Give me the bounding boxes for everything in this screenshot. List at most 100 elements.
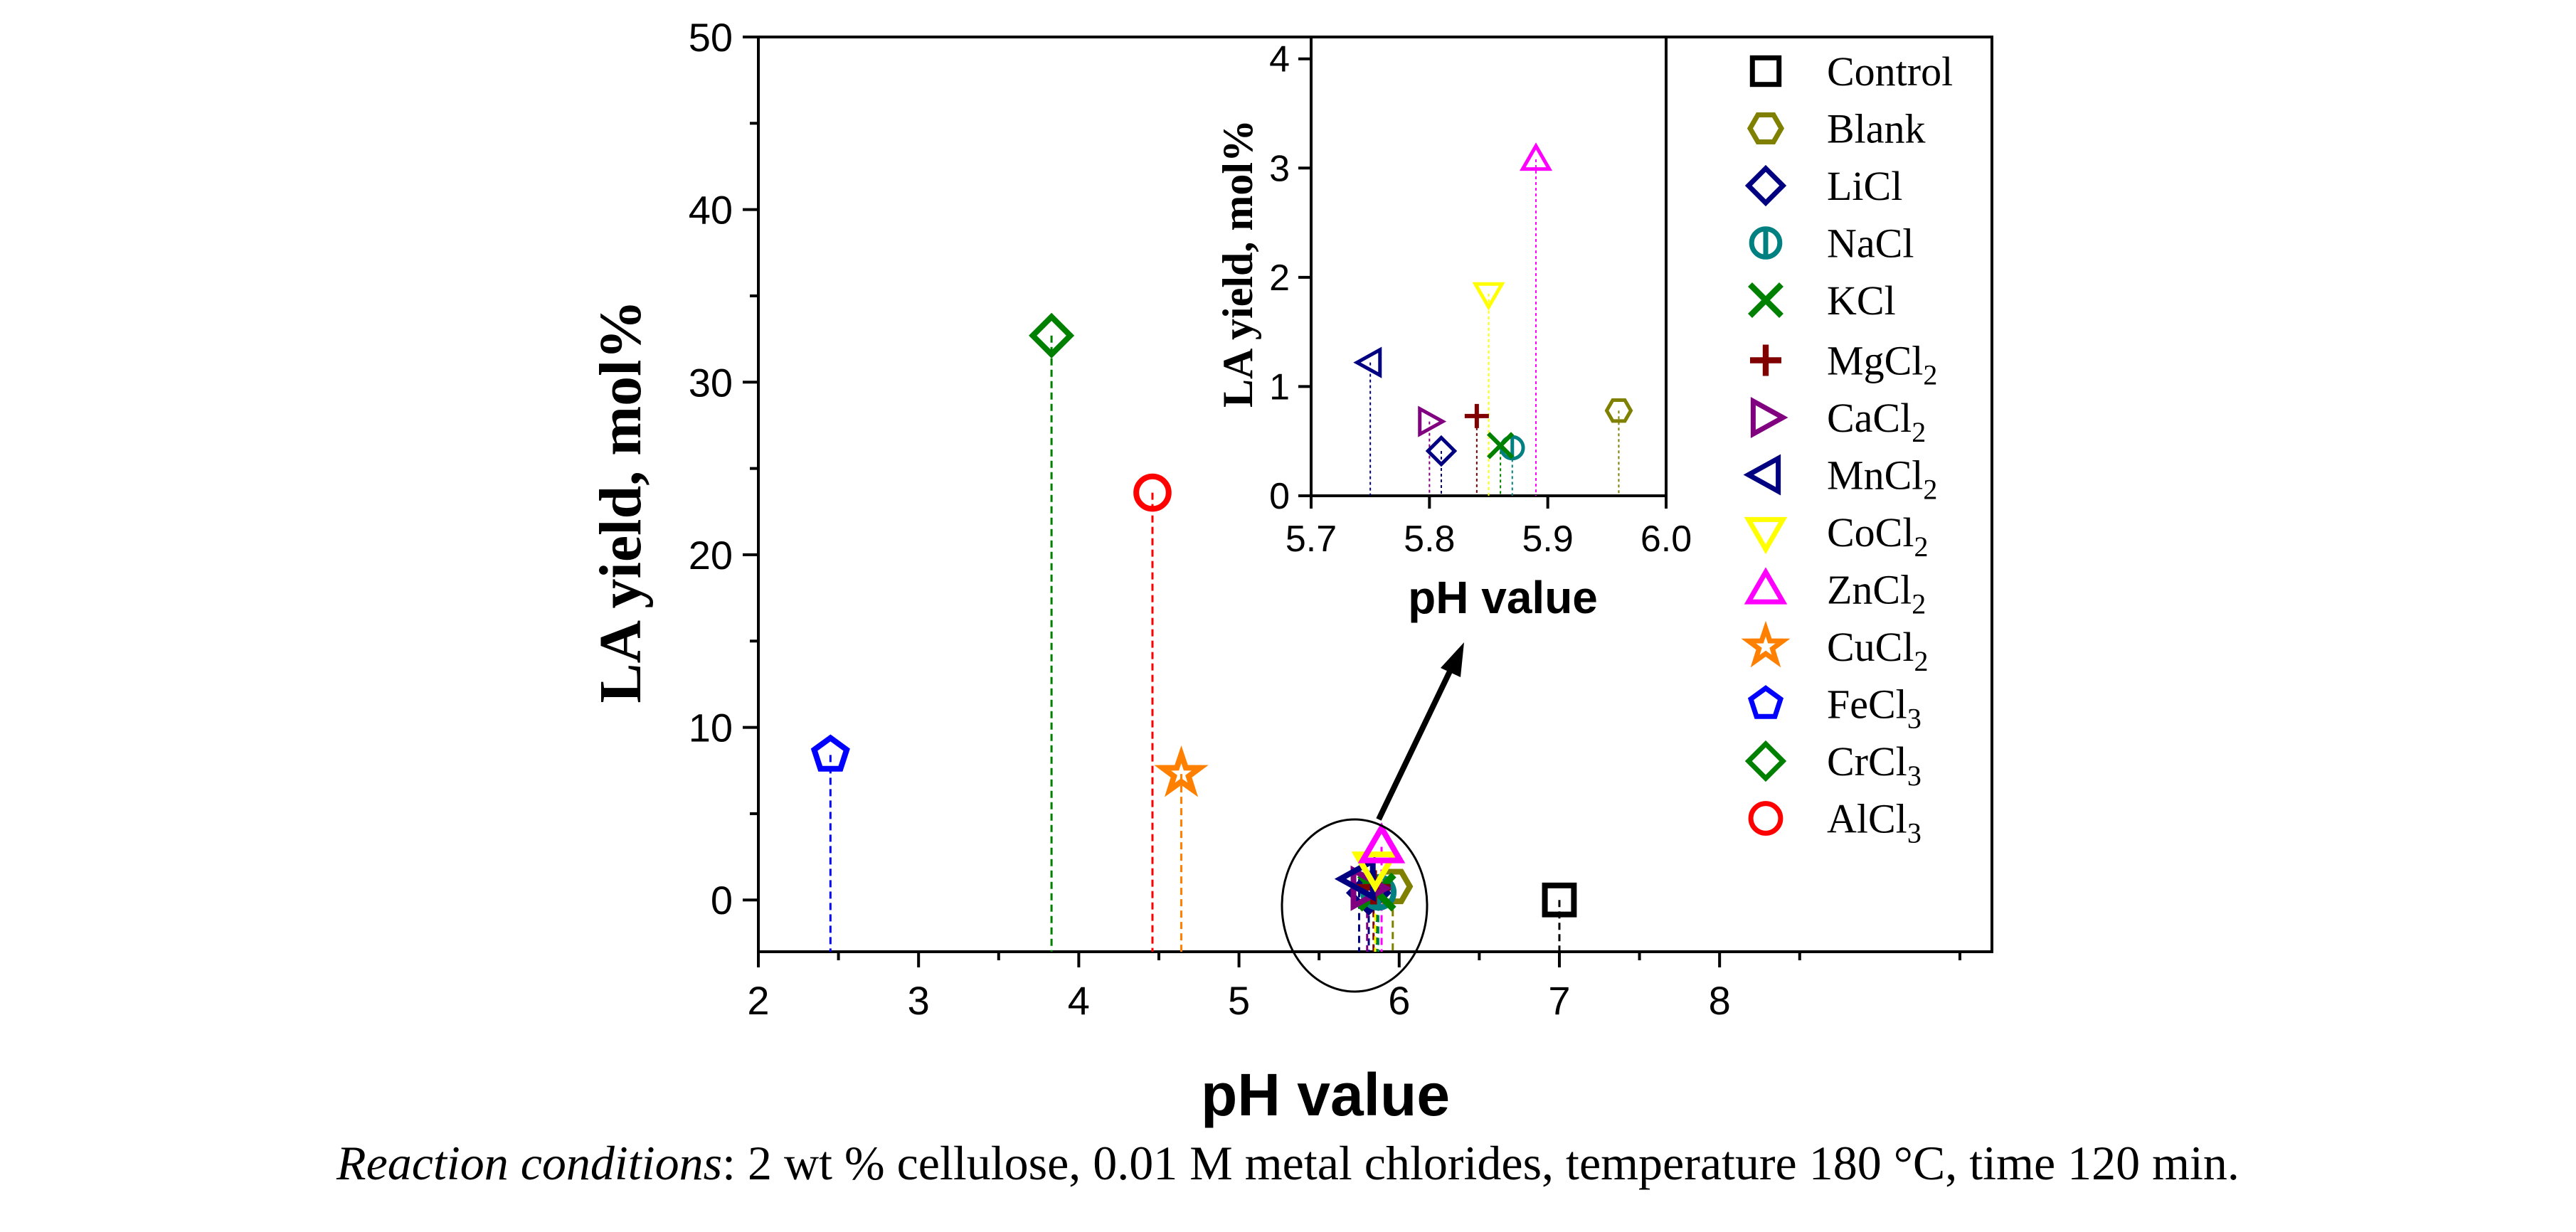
inset-x-tick-label: 5.7: [1286, 519, 1337, 560]
legend-label-zncl2: ZnCl2: [1827, 567, 1926, 620]
legend-label-text: MgCl: [1827, 338, 1923, 384]
legend-label-kcl: KCl: [1827, 277, 1896, 324]
highlight-ellipse: [1281, 818, 1429, 993]
y-tick-label: 40: [689, 188, 733, 233]
legend-label-text: CuCl: [1827, 624, 1914, 670]
x-tick-label: 8: [1709, 978, 1731, 1023]
y-axis-label: LA yield, mol%: [588, 299, 654, 703]
inset-y-tick-label: 0: [1269, 476, 1290, 517]
x-tick-label: 6: [1388, 978, 1410, 1023]
x-tick-label: 3: [908, 978, 930, 1023]
annotation-arrow-line: [1376, 657, 1459, 821]
legend-label-text: NaCl: [1827, 221, 1914, 267]
y-tick-label: 50: [689, 15, 733, 60]
point-cocl2: [1351, 851, 1399, 893]
legend-marker-cucl2: [1741, 620, 1791, 668]
main-series: [810, 312, 1577, 952]
point-cucl2: [1154, 745, 1209, 797]
inset-series: [1353, 142, 1633, 496]
legend-label-text: CoCl: [1827, 509, 1914, 556]
x-tick-label: 2: [747, 978, 769, 1023]
point-control: [1542, 882, 1577, 918]
legend-label-nacl: NaCl: [1827, 221, 1914, 267]
inset-point-blank: [1604, 398, 1633, 423]
legend-label-subscript: 2: [1912, 416, 1926, 448]
legend-label-text: CrCl: [1827, 738, 1907, 785]
legend-label-text: CaCl: [1827, 395, 1912, 441]
legend-label-text: FeCl: [1827, 681, 1907, 728]
inset-point-mgcl2: [1464, 403, 1489, 428]
inset-x-tick-label: 6.0: [1641, 519, 1692, 560]
legend-label-licl: LiCl: [1827, 163, 1902, 209]
legend-label-blank: Blank: [1827, 106, 1926, 152]
x-tick-label: 5: [1228, 978, 1250, 1023]
inset-point-cocl2: [1472, 282, 1505, 311]
legend-label-crcl3: CrCl3: [1827, 738, 1922, 792]
legend-label-cocl2: CoCl2: [1827, 509, 1929, 563]
legend-label-text: Control: [1827, 48, 1953, 95]
legend-marker-crcl3: [1744, 740, 1787, 782]
legend-label-text: AlCl: [1827, 796, 1907, 842]
point-crcl3: [1029, 312, 1075, 359]
legend-label-fecl3: FeCl3: [1827, 681, 1922, 735]
legend-label-cucl2: CuCl2: [1827, 624, 1929, 677]
legend-label-subscript: 3: [1907, 703, 1922, 735]
legend-marker-control: [1749, 55, 1782, 87]
inset-point-kcl: [1487, 432, 1515, 460]
legend-marker-fecl3: [1747, 685, 1784, 719]
legend-label-text: ZnCl: [1827, 567, 1912, 613]
legend-marker-blank: [1747, 112, 1785, 145]
legend-label-subscript: 2: [1923, 474, 1937, 506]
caption-text: : 2 wt % cellulose, 0.01 M metal chlorid…: [722, 1136, 2240, 1190]
y-tick-label: 10: [689, 706, 733, 750]
inset-x-axis-label: pH value: [1408, 572, 1598, 623]
inset-x-tick-label: 5.8: [1404, 519, 1455, 560]
legend-marker-mgcl2: [1750, 344, 1781, 376]
legend-label-text: KCl: [1827, 277, 1896, 324]
legend-label-subscript: 3: [1907, 817, 1922, 849]
legend-marker-kcl: [1748, 282, 1783, 318]
point-zncl2: [1357, 822, 1406, 864]
legend-marker-nacl: [1749, 226, 1783, 260]
inset-point-mncl2: [1353, 346, 1382, 378]
x-axis-label: pH value: [1201, 1061, 1450, 1128]
legend-label-control: Control: [1827, 48, 1953, 95]
y-tick-label: 20: [689, 533, 733, 578]
x-tick-label: 7: [1548, 978, 1570, 1023]
legend-label-alcl3: AlCl3: [1827, 796, 1922, 849]
inset-y-axis-label: LA yield, mol%: [1214, 120, 1261, 408]
annotation-arrowhead: [1441, 642, 1464, 677]
inset-x-tick-label: 5.9: [1522, 519, 1574, 560]
legend-label-text: MnCl: [1827, 452, 1923, 499]
inset-y-tick-label: 1: [1269, 366, 1290, 408]
legend-label-mncl2: MnCl2: [1827, 452, 1937, 506]
inset-point-cacl2: [1418, 405, 1447, 437]
inset-point-licl: [1425, 435, 1458, 467]
legend-marker-alcl3: [1748, 801, 1783, 836]
inset-y-tick-label: 3: [1269, 148, 1290, 189]
legend-label-subscript: 3: [1907, 760, 1922, 792]
legend-label-mgcl2: MgCl2: [1827, 338, 1937, 391]
inset-point-kcl-b: [1487, 432, 1515, 460]
caption-italic: Reaction conditions: [336, 1136, 723, 1190]
legend-label-text: LiCl: [1827, 163, 1902, 209]
inset-point-zncl2: [1519, 142, 1553, 171]
y-tick-label: 30: [689, 360, 733, 405]
legend: ControlBlankLiClNaClKClMgCl2CaCl2MnCl2Co…: [1741, 48, 1953, 849]
x-tick-label: 4: [1068, 978, 1090, 1023]
figure-caption: Reaction conditions: 2 wt % cellulose, 0…: [0, 1135, 2576, 1191]
legend-label-cacl2: CaCl2: [1827, 395, 1926, 448]
legend-marker-kcl-b: [1748, 282, 1783, 318]
legend-label-subscript: 2: [1912, 588, 1926, 620]
point-fecl3: [810, 734, 850, 772]
legend-marker-cacl2: [1750, 396, 1788, 439]
point-alcl3: [1133, 473, 1172, 512]
y-tick-label: 0: [711, 878, 733, 923]
legend-marker-cocl2: [1744, 516, 1788, 555]
inset-y-tick-label: 4: [1269, 39, 1290, 80]
legend-marker-licl: [1744, 164, 1787, 207]
inset-axes: 5.7 5.8 5.9 6.0 0 1 2 3 4 pH value LA yield, mol%: [1214, 36, 1692, 623]
inset-frame: [1310, 36, 1668, 497]
legend-marker-zncl2: [1744, 567, 1788, 605]
